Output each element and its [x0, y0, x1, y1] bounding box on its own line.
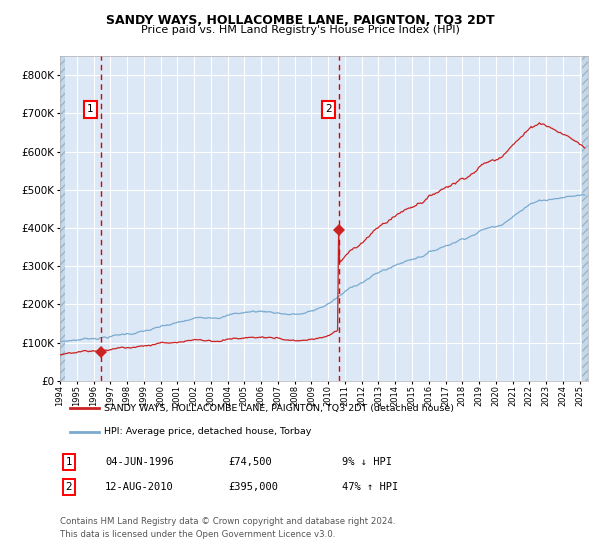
Text: SANDY WAYS, HOLLACOMBE LANE, PAIGNTON, TQ3 2DT: SANDY WAYS, HOLLACOMBE LANE, PAIGNTON, T…	[106, 14, 494, 27]
Text: 2: 2	[325, 105, 332, 114]
Text: Contains HM Land Registry data © Crown copyright and database right 2024.: Contains HM Land Registry data © Crown c…	[60, 517, 395, 526]
Text: 9% ↓ HPI: 9% ↓ HPI	[342, 457, 392, 467]
Text: 1: 1	[87, 105, 94, 114]
Text: This data is licensed under the Open Government Licence v3.0.: This data is licensed under the Open Gov…	[60, 530, 335, 539]
Bar	[60, 56, 65, 381]
Bar	[583, 56, 588, 381]
Text: 04-JUN-1996: 04-JUN-1996	[105, 457, 174, 467]
Text: £395,000: £395,000	[228, 482, 278, 492]
Text: Price paid vs. HM Land Registry's House Price Index (HPI): Price paid vs. HM Land Registry's House …	[140, 25, 460, 35]
Text: HPI: Average price, detached house, Torbay: HPI: Average price, detached house, Torb…	[104, 427, 312, 436]
Text: 1: 1	[65, 457, 73, 467]
Text: 47% ↑ HPI: 47% ↑ HPI	[342, 482, 398, 492]
Text: SANDY WAYS, HOLLACOMBE LANE, PAIGNTON, TQ3 2DT (detached house): SANDY WAYS, HOLLACOMBE LANE, PAIGNTON, T…	[104, 404, 454, 413]
Text: £74,500: £74,500	[228, 457, 272, 467]
Text: 2: 2	[65, 482, 73, 492]
Text: 12-AUG-2010: 12-AUG-2010	[105, 482, 174, 492]
